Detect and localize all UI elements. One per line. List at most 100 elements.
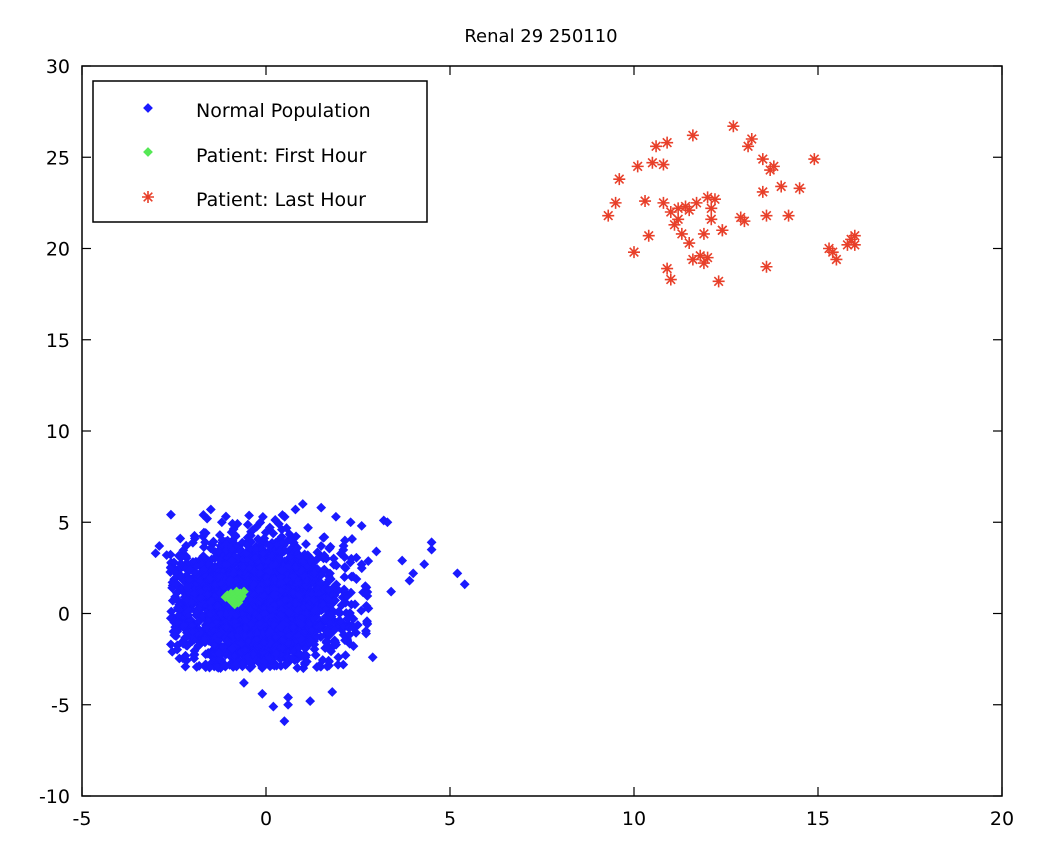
normal-population-point	[228, 524, 239, 534]
patient-first-hour-point	[237, 591, 247, 602]
normal-population-point	[173, 604, 184, 615]
patient-last-hour-point	[701, 191, 714, 204]
normal-population-point	[286, 534, 296, 545]
normal-population-point	[242, 519, 253, 530]
normal-population-point	[301, 539, 311, 549]
patient-last-hour-point	[683, 204, 696, 217]
normal-population-point	[206, 596, 216, 607]
normal-population-point	[290, 504, 301, 515]
normal-population-point	[283, 561, 293, 572]
normal-population-point	[225, 575, 236, 585]
patient-last-hour-point	[782, 209, 795, 222]
normal-population-point	[326, 609, 337, 620]
normal-population-point	[277, 642, 288, 653]
normal-population-point	[356, 559, 367, 570]
normal-population-point	[340, 563, 351, 574]
normal-population-point	[257, 688, 268, 699]
patient-last-hour-point	[642, 229, 655, 242]
patient-last-hour-point	[756, 153, 769, 166]
normal-population-point	[371, 546, 382, 557]
normal-population-point	[214, 588, 225, 598]
normal-population-point	[294, 551, 304, 562]
normal-population-point	[346, 553, 357, 564]
normal-population-point	[187, 537, 198, 548]
patient-last-hour-point	[661, 262, 674, 275]
normal-population-point	[279, 716, 290, 727]
y-tick-label: 20	[46, 239, 70, 261]
normal-population-point	[216, 517, 227, 528]
patient-last-hour-point	[727, 120, 740, 133]
series-patient-last-hour	[602, 120, 861, 288]
normal-population-point	[245, 656, 256, 667]
normal-population-point	[311, 631, 322, 642]
normal-population-point	[347, 534, 357, 544]
normal-population-point	[254, 568, 265, 579]
normal-population-point	[227, 643, 238, 654]
y-tick-label: 10	[46, 421, 70, 443]
normal-population-point	[213, 571, 224, 582]
normal-population-point	[226, 544, 237, 555]
normal-population-point	[239, 677, 249, 688]
x-tick-label: 5	[444, 808, 456, 830]
x-tick-label: 15	[806, 808, 830, 830]
normal-population-point	[171, 579, 182, 590]
normal-population-point	[348, 613, 359, 624]
patient-last-hour-point	[705, 202, 718, 215]
normal-population-point	[292, 604, 303, 615]
normal-population-point	[208, 536, 219, 547]
normal-population-point	[340, 635, 350, 646]
normal-population-point	[325, 574, 336, 584]
normal-population-point	[222, 636, 233, 647]
normal-population-point	[258, 661, 269, 671]
normal-population-point	[253, 584, 264, 595]
normal-population-point	[213, 648, 224, 659]
normal-population-point	[198, 527, 209, 538]
normal-population-point	[452, 568, 463, 579]
normal-population-point	[294, 649, 305, 660]
patient-last-hour-point	[686, 129, 699, 142]
patient-last-hour-point	[793, 182, 806, 195]
normal-population-point	[263, 628, 274, 639]
normal-population-point	[232, 631, 243, 641]
patient-last-hour-point	[664, 206, 677, 218]
normal-population-point	[220, 661, 231, 672]
normal-population-point	[240, 644, 250, 655]
patient-last-hour-point	[686, 253, 699, 266]
normal-population-point	[397, 555, 408, 566]
patient-last-hour-point	[742, 140, 755, 153]
y-tick-label: -10	[39, 786, 70, 808]
normal-population-point	[244, 593, 255, 604]
normal-population-point	[262, 577, 273, 588]
patient-last-hour-point	[650, 140, 663, 153]
normal-population-point	[268, 589, 279, 600]
normal-population-point	[181, 540, 192, 551]
normal-population-point	[331, 511, 341, 522]
normal-population-point	[319, 532, 330, 543]
normal-population-point	[382, 517, 393, 528]
normal-population-point	[277, 510, 288, 520]
normal-population-point	[361, 587, 372, 598]
normal-population-point	[308, 594, 319, 605]
normal-population-point	[309, 604, 320, 615]
legend-marker-patient-first-hour	[143, 147, 153, 157]
normal-population-point	[169, 630, 180, 640]
series-normal-population	[150, 499, 470, 727]
normal-population-point	[296, 619, 307, 630]
normal-population-point	[242, 539, 252, 550]
normal-population-point	[214, 653, 225, 664]
normal-population-point	[333, 585, 344, 596]
normal-population-point	[309, 568, 320, 578]
normal-population-point	[288, 571, 299, 582]
normal-population-point	[317, 655, 328, 665]
x-tick-label: 10	[622, 808, 646, 830]
normal-population-point	[264, 653, 275, 664]
normal-population-point	[198, 542, 209, 553]
patient-last-hour-point	[848, 238, 861, 251]
patient-last-hour-point	[697, 257, 710, 270]
patient-last-hour-point	[661, 136, 674, 149]
normal-population-point	[187, 626, 198, 637]
patient-last-hour-point	[613, 173, 626, 186]
normal-population-point	[296, 634, 307, 645]
normal-population-point	[303, 522, 313, 533]
normal-population-point	[329, 624, 340, 635]
